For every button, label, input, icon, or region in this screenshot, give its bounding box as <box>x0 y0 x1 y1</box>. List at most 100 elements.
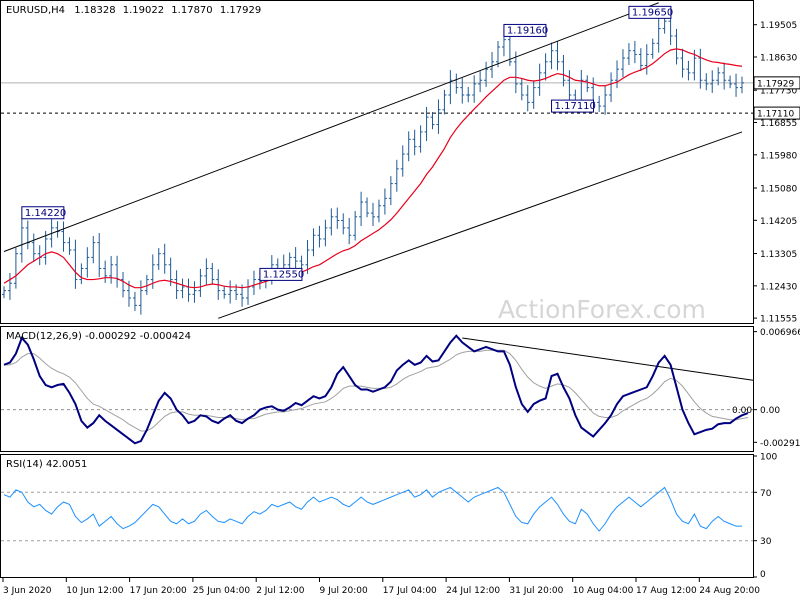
price-bar <box>103 260 108 283</box>
price-bar <box>549 42 554 70</box>
price-bar <box>347 217 352 245</box>
price-bar <box>686 60 691 81</box>
time-axis-label: 24 Jul 12:00 <box>446 586 500 596</box>
macd-trendline <box>462 337 754 381</box>
price-bar <box>567 70 572 105</box>
channel-upper-line <box>3 2 659 252</box>
price-bar <box>674 28 679 65</box>
price-bar <box>13 247 18 289</box>
price-panel <box>0 0 754 324</box>
price-bar <box>585 75 590 93</box>
price-axis-label: 1.15080 <box>760 185 797 195</box>
price-bar <box>543 53 548 81</box>
price-bar <box>609 72 614 103</box>
price-bar <box>513 51 518 94</box>
price-bar <box>293 247 298 271</box>
support-price-tag-box <box>753 106 800 120</box>
price-bar <box>55 221 60 238</box>
price-bar <box>478 71 483 93</box>
price-bar <box>436 99 441 134</box>
price-bar <box>460 78 465 104</box>
price-bar <box>132 291 137 311</box>
price-bar <box>353 211 358 241</box>
price-bar <box>484 61 489 87</box>
last-price-tag-box <box>753 76 800 90</box>
price-bar <box>710 70 715 93</box>
macd-axis-label: -0.002913 <box>760 439 800 449</box>
price-bar <box>597 95 602 112</box>
price-bar <box>198 268 203 297</box>
last-price-tag-text: 1.17929 <box>757 79 794 89</box>
price-bar <box>228 280 233 304</box>
price-bar <box>61 221 66 252</box>
support-price-tag: 1.17110 <box>753 106 800 120</box>
price-bar <box>376 199 381 223</box>
price-bar <box>430 112 435 130</box>
price-bar <box>210 262 215 285</box>
macd-panel <box>0 326 754 452</box>
ohlc-open: 1.18328 <box>74 5 115 16</box>
watermark: ActionForex.com <box>498 295 706 324</box>
price-bar <box>97 233 102 278</box>
price-bar <box>305 239 310 274</box>
price-bar <box>722 62 727 90</box>
price-bar <box>603 85 608 115</box>
price-axis-label: 1.14205 <box>760 217 797 227</box>
price-bar <box>371 202 375 227</box>
price-bar <box>704 73 709 91</box>
macd-signal-line <box>4 349 749 432</box>
price-axis-label: 1.15980 <box>760 151 797 161</box>
price-bar <box>519 78 524 101</box>
price-bar <box>43 230 48 265</box>
price-bar <box>638 48 643 72</box>
price-bar <box>138 280 143 315</box>
price-bar <box>626 43 631 65</box>
price-bar <box>287 252 292 270</box>
annotation-box <box>503 23 547 37</box>
price-bar <box>311 228 316 257</box>
price-bar <box>734 73 739 97</box>
last-price-tag: 1.17929 <box>753 76 800 90</box>
price-axis-label: 1.17730 <box>760 87 797 97</box>
price-bar <box>406 131 411 162</box>
ohlc-close: 1.17929 <box>220 5 261 16</box>
price-bar <box>317 225 322 248</box>
ohlc-low: 1.17870 <box>171 5 212 16</box>
price-annotation: 1.17110 <box>551 99 596 113</box>
price-bar <box>620 49 625 78</box>
price-bar <box>156 248 161 270</box>
price-bar <box>79 263 84 285</box>
price-bar <box>19 217 24 263</box>
price-bar <box>204 258 209 285</box>
price-axis-label: 1.13305 <box>760 250 797 260</box>
annotation-box <box>551 99 595 113</box>
price-bar <box>162 243 167 274</box>
macd-line <box>3 334 749 445</box>
price-bar <box>388 176 393 206</box>
channel-lower-line <box>218 131 743 319</box>
price-bar <box>335 207 340 229</box>
price-bar <box>222 285 227 299</box>
macd-axis-label: 0.00 <box>760 406 780 416</box>
price-bar <box>174 270 179 299</box>
price-bar <box>359 191 364 227</box>
price-bar <box>73 239 78 289</box>
price-annotation: 1.14220 <box>21 206 66 220</box>
price-bar <box>85 247 90 278</box>
time-axis-label: 17 Jun 20:00 <box>130 586 187 596</box>
price-bar <box>180 278 185 299</box>
time-axis-label: 24 Aug 20:00 <box>699 586 760 596</box>
price-bar <box>7 272 12 300</box>
time-axis-label: 25 Jun 04:00 <box>193 586 250 596</box>
price-bar <box>299 255 304 270</box>
price-bar <box>561 54 566 87</box>
ohlc-high: 1.19022 <box>123 5 164 16</box>
rsi-panel <box>0 454 754 578</box>
price-annotation: 1.19160 <box>503 23 548 37</box>
price-bar <box>341 213 346 235</box>
price-bar <box>67 237 72 255</box>
price-bar <box>240 284 245 307</box>
price-axis-label: 1.11555 <box>760 315 797 325</box>
price-bar <box>680 48 685 78</box>
